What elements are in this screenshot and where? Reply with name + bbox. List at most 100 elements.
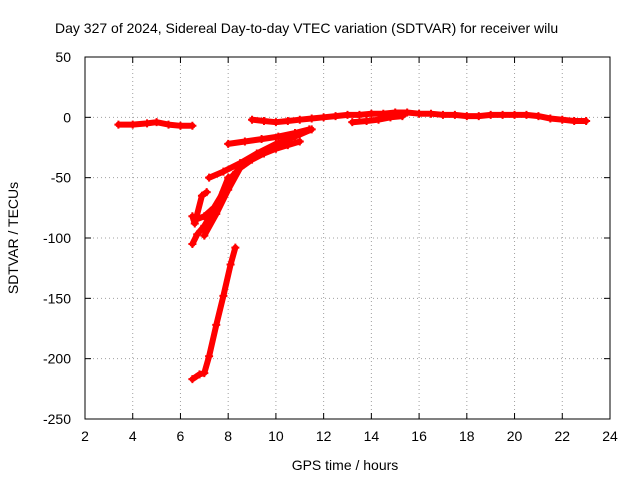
data-point <box>114 120 123 129</box>
data-point <box>462 112 471 121</box>
data-point <box>176 121 185 130</box>
data-point <box>398 112 407 121</box>
series-day-lower <box>348 112 407 127</box>
data-point <box>188 240 197 249</box>
data-point <box>257 135 266 144</box>
axis-ticks: 2 4 6 8 10 12 14 16 18 20 22 24-250-200-150-100-500… <box>43 49 618 444</box>
series-trace <box>189 189 210 227</box>
data-point <box>248 115 257 124</box>
y-tick-label: -200 <box>43 351 71 367</box>
data-point <box>271 118 280 127</box>
data-point <box>522 110 531 119</box>
data-point <box>152 118 161 127</box>
x-tick-label: 22 <box>554 428 570 444</box>
data-point <box>271 139 280 148</box>
data-point <box>374 115 383 124</box>
data-points <box>114 108 591 384</box>
x-axis-label: GPS time / hours <box>292 457 399 473</box>
data-point <box>305 125 314 134</box>
data-point <box>236 159 245 168</box>
y-axis-label: SDTVAR / TECUs <box>5 182 21 294</box>
data-point <box>252 149 261 158</box>
data-point <box>319 113 328 122</box>
data-point <box>205 352 214 361</box>
data-point <box>205 173 214 182</box>
x-tick-label: 10 <box>268 428 284 444</box>
series-recovery-c <box>200 137 304 240</box>
data-point <box>224 185 233 194</box>
x-tick-label: 20 <box>507 428 523 444</box>
data-point <box>486 110 495 119</box>
data-point <box>403 108 412 117</box>
data-point <box>224 139 233 148</box>
data-point <box>438 110 447 119</box>
data-point <box>188 375 197 384</box>
x-tick-label: 12 <box>316 428 332 444</box>
x-tick-label: 24 <box>602 428 618 444</box>
data-point <box>546 114 555 123</box>
data-point <box>128 120 137 129</box>
data-point <box>534 112 543 121</box>
x-tick-label: 8 <box>224 428 232 444</box>
data-point <box>193 230 202 239</box>
data-point <box>240 137 249 146</box>
data-point <box>231 243 240 252</box>
data-point <box>188 212 197 221</box>
y-tick-label: -50 <box>51 170 71 186</box>
data-point <box>498 110 507 119</box>
data-point <box>427 109 436 118</box>
data-point <box>570 116 579 125</box>
series-trace <box>189 244 239 383</box>
series-early-flat <box>114 118 197 130</box>
x-tick-label: 14 <box>364 428 380 444</box>
data-point <box>291 129 299 138</box>
data-point <box>450 110 459 119</box>
data-point <box>582 116 591 125</box>
data-point <box>355 110 364 119</box>
data-point <box>367 109 376 118</box>
data-point <box>190 219 199 228</box>
data-point <box>195 370 204 379</box>
data-point <box>386 113 395 122</box>
data-point <box>200 231 209 240</box>
data-point <box>331 112 340 121</box>
data-point <box>307 114 316 123</box>
data-point <box>219 167 228 176</box>
data-point <box>226 260 235 269</box>
y-tick-label: -250 <box>43 411 71 427</box>
y-tick-label: -100 <box>43 230 71 246</box>
data-point <box>295 137 304 146</box>
data-point <box>164 120 173 129</box>
data-point <box>200 212 209 221</box>
series-steep-drop <box>188 243 240 384</box>
data-point <box>200 369 209 378</box>
series-day-flat <box>248 108 591 127</box>
data-point <box>415 109 424 118</box>
data-point <box>343 110 352 119</box>
data-point <box>348 118 357 127</box>
data-point <box>362 116 371 125</box>
data-point <box>283 116 292 125</box>
data-point <box>212 209 221 218</box>
series-recovery-e <box>224 125 314 148</box>
data-point <box>202 188 211 197</box>
data-point <box>212 320 221 329</box>
data-point <box>219 291 228 300</box>
x-tick-label: 2 <box>81 428 89 444</box>
data-point <box>143 119 152 128</box>
data-point <box>197 191 206 200</box>
x-tick-label: 4 <box>129 428 137 444</box>
data-point <box>510 110 519 119</box>
series-isolated <box>188 188 211 228</box>
y-tick-label: -150 <box>43 290 71 306</box>
data-point <box>558 115 567 124</box>
data-point <box>274 132 283 141</box>
x-tick-label: 18 <box>459 428 475 444</box>
y-tick-label: 0 <box>63 109 71 125</box>
y-tick-label: 50 <box>55 49 71 65</box>
data-point <box>188 121 197 130</box>
x-tick-label: 6 <box>177 428 185 444</box>
chart-title: Day 327 of 2024, Sidereal Day-to-day VTE… <box>55 20 558 36</box>
x-tick-label: 16 <box>411 428 427 444</box>
